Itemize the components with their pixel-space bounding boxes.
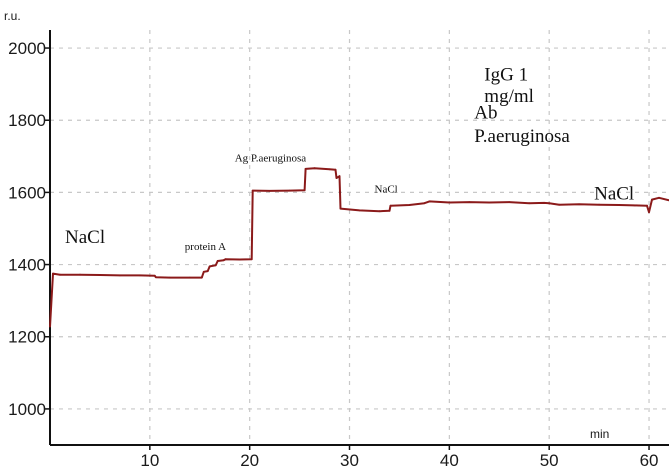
sensorgram-point-0-31 — [339, 207, 342, 210]
sensorgram-point-0-9 — [168, 276, 171, 279]
x-tick-label-40: 40 — [440, 451, 459, 468]
sensorgram-point-0-41 — [488, 201, 491, 204]
annotation-nacl-2: NaCl — [375, 183, 398, 195]
sensorgram-point-0-50 — [633, 204, 635, 207]
y-axis-unit-label: r.u. — [4, 9, 21, 23]
sensorgram-point-0-39 — [448, 201, 451, 204]
sensorgram-point-0-13 — [206, 270, 209, 272]
x-tick-label-20: 20 — [240, 451, 259, 468]
sensorgram-point-0-42 — [508, 201, 511, 204]
annotation-nacl-3: NaCl — [594, 184, 634, 205]
sensorgram-point-0-44 — [543, 202, 546, 204]
sensorgram-point-0-52 — [648, 211, 650, 214]
sensorgram-point-0-0 — [49, 325, 51, 328]
sensorgram-point-0-19 — [238, 258, 241, 261]
sensorgram-point-0-8 — [154, 276, 157, 279]
annotation-p-aeruginosa: P.aeruginosa — [474, 126, 570, 147]
sensorgram-point-0-54 — [658, 196, 660, 199]
sensorgram-point-0-5 — [119, 274, 121, 277]
sensorgram-point-0-27 — [328, 168, 331, 171]
sensorgram-point-0-22 — [268, 190, 271, 192]
sensorgram-point-0-43 — [528, 202, 531, 205]
sensorgram-point-0-10 — [188, 276, 191, 279]
sensorgram-point-0-48 — [598, 203, 600, 206]
x-tick-label-60: 60 — [640, 451, 659, 468]
sensorgram-point-0-33 — [378, 210, 381, 213]
sensorgram-point-0-34 — [388, 209, 391, 212]
sensorgram-point-0-6 — [139, 274, 141, 277]
sensorgram-point-0-17 — [222, 259, 225, 262]
sensorgram-point-0-26 — [313, 167, 316, 170]
y-tick-label-1200: 1200 — [8, 328, 46, 347]
x-tick-label-10: 10 — [140, 451, 159, 468]
sensorgram-point-0-4 — [99, 274, 101, 276]
sensorgram-point-0-24 — [303, 189, 306, 192]
sensorgram-point-0-3 — [79, 273, 81, 276]
grid-layer — [50, 30, 669, 445]
y-tick-label-1600: 1600 — [8, 183, 46, 202]
annotation-layer: NaCl protein A Ag P.aeruginosa NaCl NaCl IgG … — [65, 65, 634, 254]
y-tick-label-2000: 2000 — [8, 39, 46, 58]
sensorgram-point-0-29 — [335, 177, 338, 179]
x-tick-label-30: 30 — [340, 451, 359, 468]
sensorgram-point-0-37 — [423, 202, 426, 205]
sensorgram-point-0-36 — [408, 204, 411, 206]
sensorgram-point-0-25 — [304, 168, 307, 170]
sensorgram-line-0 — [49, 167, 669, 327]
sensorgram-point-0-11 — [200, 276, 203, 279]
sensorgram-point-0-2 — [59, 273, 61, 276]
x-tick-label-50: 50 — [540, 451, 559, 468]
sensorgram-point-0-12 — [202, 270, 205, 273]
sensorgram-point-0-47 — [578, 203, 580, 206]
tick-layer: 1000 1200 1400 1600 1800 2000 10 20 30 40 50 60 — [8, 39, 658, 468]
sensorgram-point-0-38 — [428, 200, 431, 203]
x-axis-unit-label: min — [590, 427, 609, 441]
axis-layer — [49, 30, 669, 446]
series-layer — [49, 167, 669, 328]
sensorgram-point-0-7 — [153, 274, 156, 277]
annotation-igg-1: IgG 1 — [484, 65, 528, 86]
sensorgram-point-0-35 — [389, 204, 392, 207]
sensorgram-point-0-1 — [52, 272, 54, 275]
annotation-nacl-1: NaCl — [65, 227, 105, 248]
sensorgram-point-0-28 — [334, 168, 337, 171]
sensorgram-point-0-15 — [214, 264, 217, 267]
sensorgram-point-0-18 — [224, 258, 227, 261]
sensorgram-point-0-23 — [288, 189, 291, 192]
sensorgram-point-0-21 — [251, 189, 254, 192]
annotation-ag-p-aeruginosa: Ag P.aeruginosa — [235, 153, 307, 165]
sensorgram-point-0-49 — [618, 204, 620, 206]
y-tick-label-1800: 1800 — [8, 111, 46, 130]
sensorgram-point-0-32 — [358, 209, 361, 212]
sensorgram-point-0-53 — [651, 198, 653, 201]
y-tick-label-1400: 1400 — [8, 256, 46, 275]
sensorgram-point-0-30 — [338, 175, 341, 178]
annotation-mg-ml: mg/ml — [484, 86, 534, 107]
sensorgram-point-0-20 — [250, 258, 253, 261]
sensorgram-point-0-51 — [646, 204, 648, 207]
y-tick-label-1000: 1000 — [8, 400, 46, 419]
annotation-ab: Ab — [474, 102, 497, 123]
annotation-protein-a: protein A — [185, 241, 226, 253]
sensorgram-point-0-16 — [216, 260, 219, 262]
sensorgram-point-0-14 — [208, 265, 211, 268]
sensorgram-point-0-46 — [558, 203, 561, 206]
sensorgram-point-0-40 — [468, 201, 471, 204]
sensorgram-point-0-45 — [548, 202, 551, 205]
